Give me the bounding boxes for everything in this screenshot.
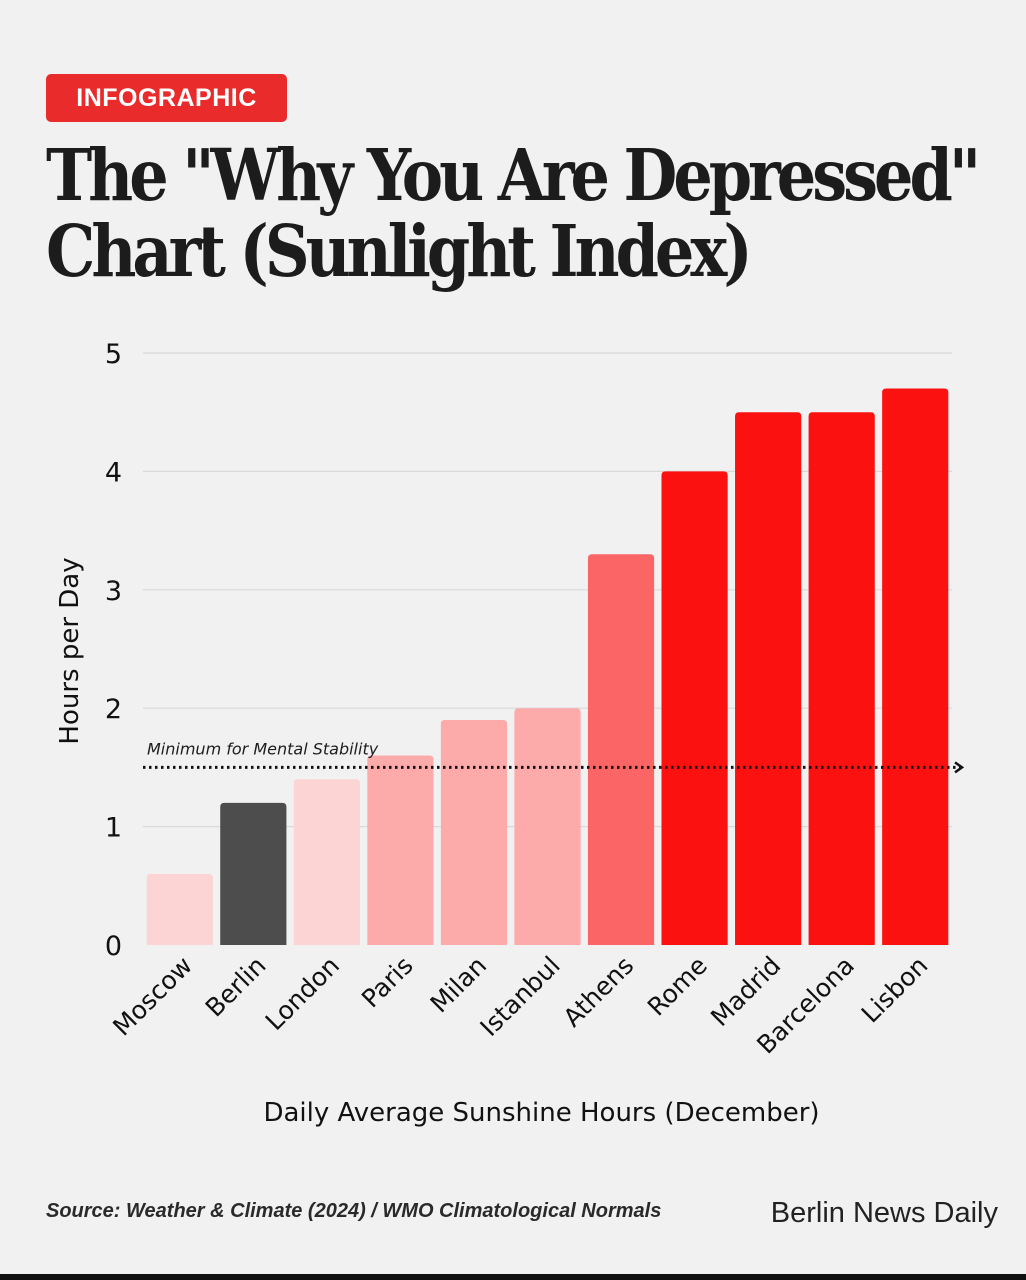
title-line-2: Chart (Sunlight Index) [46,209,753,294]
y-tick-label: 3 [105,576,122,607]
source-note: Source: Weather & Climate (2024) / WMO C… [46,1200,662,1222]
bar-istanbul [514,708,581,945]
bar-paris [367,755,434,945]
x-axis-label: Daily Average Sunshine Hours (December) [263,1098,819,1128]
y-tick-label: 0 [105,931,122,962]
y-axis-ticks: 0 1 2 3 4 5 [105,339,122,962]
x-tick-label: Berlin [200,951,272,1023]
bar-madrid [735,412,802,945]
y-tick-label: 5 [105,339,122,370]
x-tick-label: London [260,951,345,1036]
bar-moscow [146,873,213,945]
y-tick-label: 1 [105,813,122,844]
reference-line-group: Minimum for Mental Stability [143,739,962,767]
x-tick-label: Milan [425,951,493,1019]
x-tick-label: Athens [558,951,640,1033]
y-tick-label: 4 [105,457,122,488]
x-tick-label: Lisbon [856,951,934,1029]
bar-lisbon [882,388,949,945]
bar-berlin [220,802,287,945]
bar-athens [587,554,655,945]
bar-rome [661,471,728,945]
y-axis-label: Hours per Day [55,557,85,744]
bar-london [293,779,360,945]
title-line-1: The "Why You Are Depressed" [46,133,981,218]
x-tick-label: Moscow [107,951,198,1042]
bottom-bar [0,1274,1026,1280]
bar-milan [440,720,508,945]
reference-line-label: Minimum for Mental Stability [147,739,379,758]
x-tick-label: Istanbul [475,951,566,1042]
y-tick-label: 2 [105,694,122,725]
x-tick-label: Paris [356,951,419,1014]
infographic-badge: INFOGRAPHIC [46,74,287,122]
page-title: The "Why You Are Depressed" Chart (Sunli… [46,133,1006,294]
brand-name: Berlin News Daily [770,1197,998,1229]
x-tick-label: Rome [642,951,713,1022]
bar-barcelona [808,412,875,945]
